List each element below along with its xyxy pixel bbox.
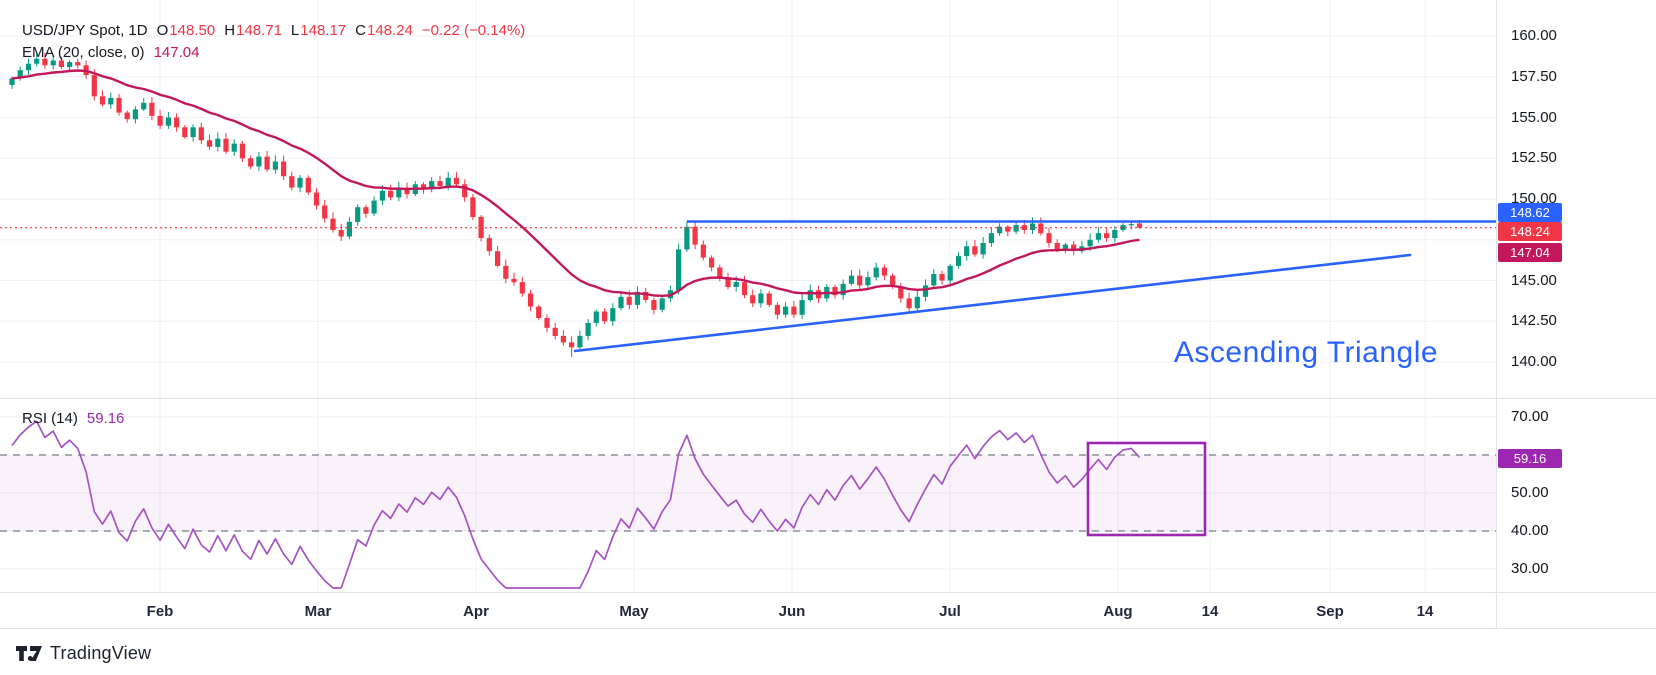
price-badge: 147.04 xyxy=(1498,243,1562,262)
time-axis-label: 14 xyxy=(1416,603,1434,620)
rsi-tick-label: 40.00 xyxy=(1511,522,1549,539)
price-tick-label: 140.00 xyxy=(1511,353,1557,370)
rsi-value: 59.16 xyxy=(86,410,125,427)
time-axis-top-border xyxy=(0,592,1656,593)
chart-frame-bottom xyxy=(0,628,1656,629)
ohlc-open: O148.50 xyxy=(156,22,216,39)
price-tick-label: 150.00 xyxy=(1511,190,1557,207)
price-tick-label: 152.50 xyxy=(1511,149,1557,166)
ohlc-high: H148.71 xyxy=(224,22,282,39)
tradingview-attribution-link[interactable]: TradingView xyxy=(16,643,151,664)
time-axis-label: Jun xyxy=(778,603,806,620)
symbol-legend[interactable]: USD/JPY Spot, 1D O148.50 H148.71 L148.17… xyxy=(22,22,525,39)
rsi-label: RSI (14) xyxy=(22,410,78,427)
price-badge: 148.24 xyxy=(1498,222,1562,241)
symbol-title: USD/JPY Spot, 1D xyxy=(22,22,148,39)
price-tick-label: 145.00 xyxy=(1511,272,1557,289)
price-axis-border xyxy=(1496,0,1497,628)
time-axis-label: Mar xyxy=(304,603,332,620)
rsi-badge: 59.16 xyxy=(1498,449,1562,468)
price-tick-label: 157.50 xyxy=(1511,68,1557,85)
change-value: −0.22 (−0.14%) xyxy=(421,22,526,39)
ascending-triangle-annotation[interactable]: Ascending Triangle xyxy=(1173,336,1439,369)
price-badge: 148.62 xyxy=(1498,203,1562,222)
ohlc-close: C148.24 xyxy=(355,22,413,39)
rsi-legend[interactable]: RSI (14) 59.16 xyxy=(22,410,124,427)
rsi-tick-label: 30.00 xyxy=(1511,560,1549,577)
time-axis-label: Jul xyxy=(939,603,961,620)
ema-legend[interactable]: EMA (20, close, 0) 147.04 xyxy=(22,44,199,61)
chart-canvas[interactable] xyxy=(0,0,1496,592)
price-tick-label: 155.00 xyxy=(1511,109,1557,126)
price-tick-label: 160.00 xyxy=(1511,27,1557,44)
time-axis-label: 14 xyxy=(1201,603,1219,620)
tradingview-logo-text: TradingView xyxy=(50,643,152,663)
pane-separator[interactable] xyxy=(0,398,1656,399)
rsi-tick-label: 50.00 xyxy=(1511,484,1549,501)
time-axis-label: May xyxy=(619,603,649,620)
time-axis-label: Aug xyxy=(1103,603,1133,620)
rsi-tick-label: 70.00 xyxy=(1511,408,1549,425)
time-axis-label: Sep xyxy=(1316,603,1344,620)
time-axis-label: Apr xyxy=(463,603,489,620)
ema-label: EMA (20, close, 0) xyxy=(22,44,145,61)
ohlc-low: L148.17 xyxy=(290,22,347,39)
tradingview-logo-icon xyxy=(16,646,42,661)
time-axis-label: Feb xyxy=(146,603,174,620)
ema-value: 147.04 xyxy=(153,44,200,61)
price-tick-label: 142.50 xyxy=(1511,312,1557,329)
